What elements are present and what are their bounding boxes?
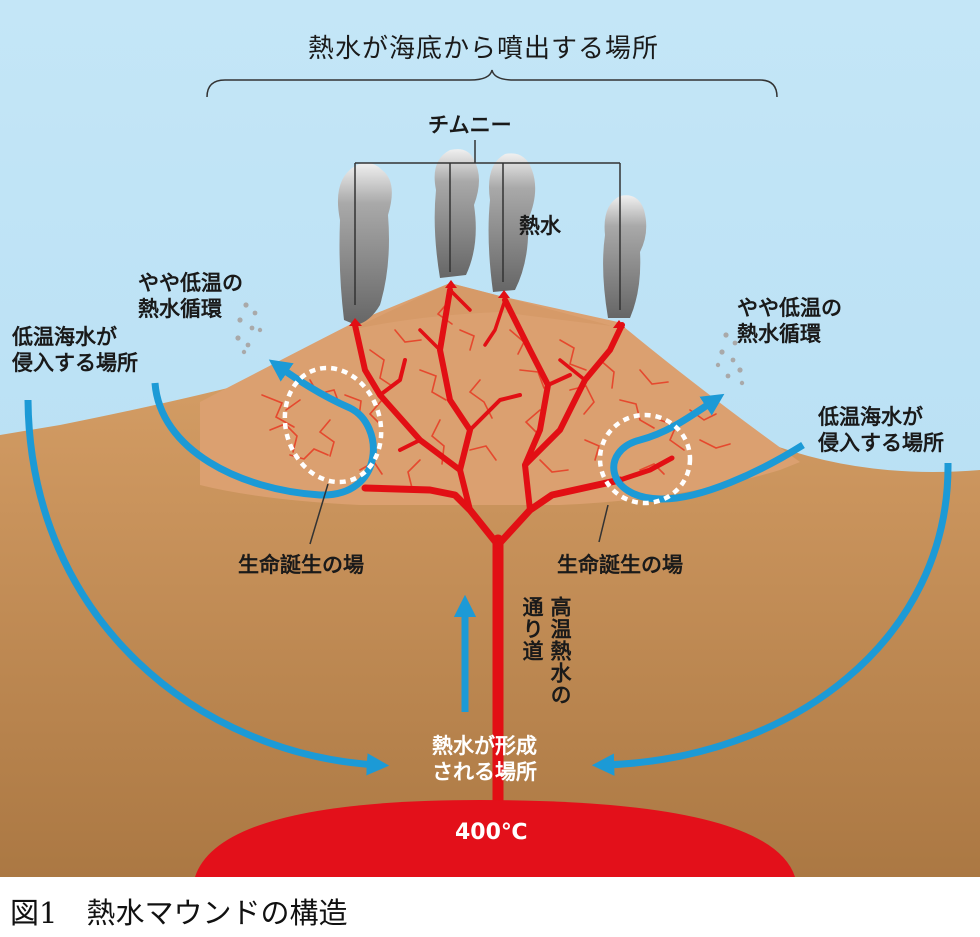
smoke-plume [603,195,647,318]
seawater-flow-arrows [24,359,952,776]
hydrothermal-mound [200,283,800,505]
seafloor-sediment [0,385,980,877]
chimney-label: チムニー [428,113,512,137]
diagram-title: 熱水が海底から噴出する場所 [308,34,660,64]
hot-water-veins [352,287,675,806]
low-temp-bubbles [235,302,745,386]
birthplace-markers [282,365,693,506]
birthplace-left-label: 生命誕生の場 [238,553,364,577]
smoke-plume [434,149,479,278]
chimneys [337,149,647,328]
chimney-leader-lines [354,140,621,310]
cold-seawater-right-label: 低温海水が 侵入する場所 [818,405,944,455]
magma-chamber [195,800,795,877]
figure-caption: 図1 熱水マウンドの構造 [10,896,348,930]
cold-seawater-left-label: 低温海水が 侵入する場所 [12,325,138,375]
low-temp-cycle-right-label: やや低温の 熱水循環 [737,296,842,346]
smoke-plume [488,153,536,292]
mound-top-shade [350,283,612,330]
hot-water-label: 熱水 [519,214,561,238]
title-brace [206,69,778,98]
birthplace-leader-lines [309,483,609,545]
hydrothermal-mound-diagram [0,0,980,877]
formation-place-label: 熱水が形成 される場所 [432,734,537,784]
temperature-label: 400℃ [455,820,528,845]
hot-water-path-label: 高温熱水の 通り道 [520,596,572,706]
low-temp-cycle-left-label: やや低温の 熱水循環 [138,271,243,321]
birthplace-right-label: 生命誕生の場 [557,553,683,577]
smoke-plume [337,162,392,325]
